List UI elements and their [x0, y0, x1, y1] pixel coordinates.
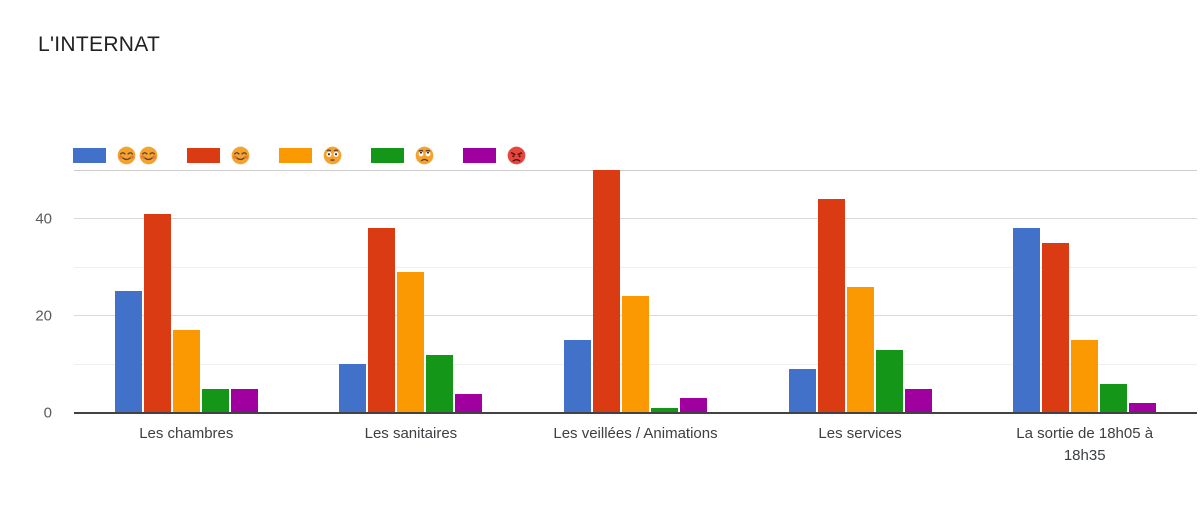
bar [426, 355, 454, 413]
gridline [74, 266, 1197, 268]
y-axis-tick-label: 20 [35, 307, 52, 325]
legend-swatch [371, 148, 404, 163]
bar [172, 330, 200, 413]
bar [368, 228, 396, 413]
legend-icons [323, 146, 342, 165]
bar [593, 170, 620, 413]
bar [622, 296, 649, 413]
bar [1042, 243, 1070, 413]
bar [817, 199, 845, 413]
angry-face-icon [507, 146, 526, 165]
legend-item [463, 146, 526, 165]
bar [1129, 403, 1157, 413]
legend-item [371, 146, 434, 165]
flushed-face-icon [323, 146, 342, 165]
bar [397, 272, 425, 413]
x-axis-label: La sortie de 18h05 à 18h35 [1016, 425, 1154, 464]
smiling-face-icon [117, 146, 136, 165]
gridline [74, 218, 1197, 220]
smiling-face-icon [139, 146, 158, 165]
bar [1071, 340, 1099, 413]
legend-swatch [73, 148, 106, 163]
bar-group [339, 170, 483, 413]
legend-item [187, 146, 250, 165]
bar [339, 364, 367, 413]
bar-group [564, 170, 707, 413]
bar [904, 389, 932, 413]
bar-group [114, 170, 258, 413]
bar-group [788, 170, 932, 413]
y-axis-tick-label: 0 [43, 404, 52, 422]
smiling-face-icon [231, 146, 250, 165]
x-axis-label: Les services [818, 425, 902, 442]
bar [875, 350, 903, 413]
chart-legend [73, 146, 526, 165]
bar-group [1013, 170, 1157, 413]
bar [846, 287, 874, 413]
gridline [74, 169, 1197, 171]
legend-icons [415, 146, 434, 165]
x-axis-label: Les veillées / Animations [553, 425, 718, 442]
x-axis-baseline [74, 412, 1197, 414]
legend-icons [117, 146, 158, 165]
worried-face-icon [415, 146, 434, 165]
bar [680, 398, 707, 413]
bar [788, 369, 816, 413]
legend-icons [231, 146, 250, 165]
bar [564, 340, 591, 413]
bar [455, 394, 483, 413]
bar [114, 291, 142, 413]
bar [230, 389, 258, 413]
legend-icons [507, 146, 526, 165]
x-axis-label: Les chambres [139, 425, 234, 442]
legend-swatch [279, 148, 312, 163]
y-axis-tick-label: 40 [35, 210, 52, 228]
bar [201, 389, 229, 413]
bar [1013, 228, 1041, 413]
legend-swatch [187, 148, 220, 163]
legend-item [73, 146, 158, 165]
bar [651, 408, 678, 413]
legend-swatch [463, 148, 496, 163]
bar [143, 214, 171, 413]
legend-item [279, 146, 342, 165]
chart-title: L'INTERNAT [38, 33, 161, 56]
bar [1100, 384, 1128, 413]
x-axis-label: Les sanitaires [364, 425, 458, 442]
